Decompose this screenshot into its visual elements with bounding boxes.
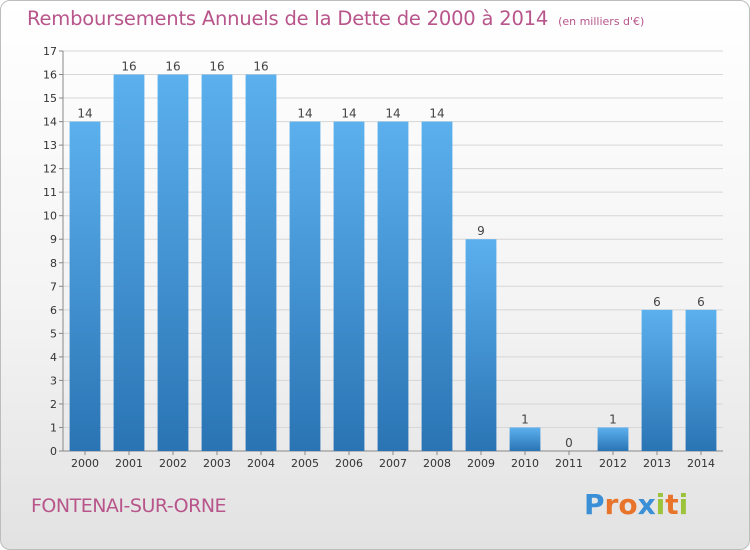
logo-letter: i (655, 488, 666, 521)
data-label: 14 (429, 107, 444, 121)
data-label: 16 (121, 60, 136, 74)
x-tick-label: 2014 (687, 457, 715, 470)
bar (289, 121, 321, 452)
bar (641, 309, 673, 451)
x-tick-label: 2010 (511, 457, 539, 470)
bar (201, 74, 233, 451)
x-tick-label: 2006 (335, 457, 363, 470)
y-tick-label: 16 (43, 69, 57, 82)
bar (113, 74, 145, 451)
bar (377, 121, 409, 452)
data-label: 14 (341, 107, 356, 121)
data-label: 6 (697, 295, 705, 309)
y-tick-label: 2 (50, 398, 57, 411)
chart-title: Remboursements Annuels de la Dette de 20… (27, 7, 549, 30)
bar (245, 74, 277, 451)
data-label: 1 (609, 412, 617, 426)
x-tick-label: 2012 (599, 457, 627, 470)
x-tick-label: 2003 (203, 457, 231, 470)
data-label: 14 (77, 107, 92, 121)
data-label: 0 (565, 436, 573, 450)
x-tick-label: 2002 (159, 457, 187, 470)
bar (685, 309, 717, 451)
bar (157, 74, 189, 451)
chart-title-block: Remboursements Annuels de la Dette de 20… (27, 7, 644, 30)
x-tick-label: 2001 (115, 457, 143, 470)
logo-letter: i (678, 488, 689, 521)
bar (421, 121, 453, 452)
location-name: FONTENAI-SUR-ORNE (31, 495, 227, 517)
y-tick-label: 0 (50, 445, 57, 458)
y-tick-label: 14 (43, 116, 57, 129)
bar (69, 121, 101, 452)
y-tick-label: 13 (43, 139, 57, 152)
logo-letter: o (618, 488, 638, 521)
data-label: 14 (385, 107, 400, 121)
data-label: 14 (297, 107, 312, 121)
x-tick-label: 2009 (467, 457, 495, 470)
logo-letter: x (637, 488, 656, 521)
x-tick-label: 2008 (423, 457, 451, 470)
y-tick-label: 15 (43, 92, 57, 105)
bar (509, 427, 541, 451)
y-tick-label: 9 (50, 233, 57, 246)
data-label: 16 (165, 60, 180, 74)
y-tick-label: 11 (43, 186, 57, 199)
data-label: 9 (477, 224, 485, 238)
data-label: 6 (653, 295, 661, 309)
y-tick-label: 7 (50, 280, 57, 293)
data-label: 16 (253, 60, 268, 74)
bar (465, 239, 497, 451)
x-tick-label: 2013 (643, 457, 671, 470)
y-tick-label: 6 (50, 304, 57, 317)
logo-letter: P (584, 488, 605, 521)
x-tick-label: 2011 (555, 457, 583, 470)
y-tick-label: 3 (50, 374, 57, 387)
x-tick-label: 2004 (247, 457, 275, 470)
bar (597, 427, 629, 451)
data-label: 1 (521, 412, 529, 426)
y-tick-label: 10 (43, 210, 57, 223)
bar (333, 121, 365, 452)
x-tick-label: 2005 (291, 457, 319, 470)
chart-subtitle: (en milliers d'€) (558, 15, 645, 28)
x-tick-label: 2007 (379, 457, 407, 470)
logo-letter: r (604, 488, 619, 521)
y-tick-label: 1 (50, 421, 57, 434)
data-label: 16 (209, 60, 224, 74)
y-tick-label: 4 (50, 351, 57, 364)
y-tick-label: 5 (50, 327, 57, 340)
y-tick-label: 12 (43, 163, 57, 176)
x-tick-label: 2000 (71, 457, 99, 470)
y-tick-label: 17 (43, 45, 57, 58)
logo-letter: t (665, 488, 679, 521)
proxiti-logo: Proxiti (584, 488, 688, 521)
y-tick-label: 8 (50, 257, 57, 270)
